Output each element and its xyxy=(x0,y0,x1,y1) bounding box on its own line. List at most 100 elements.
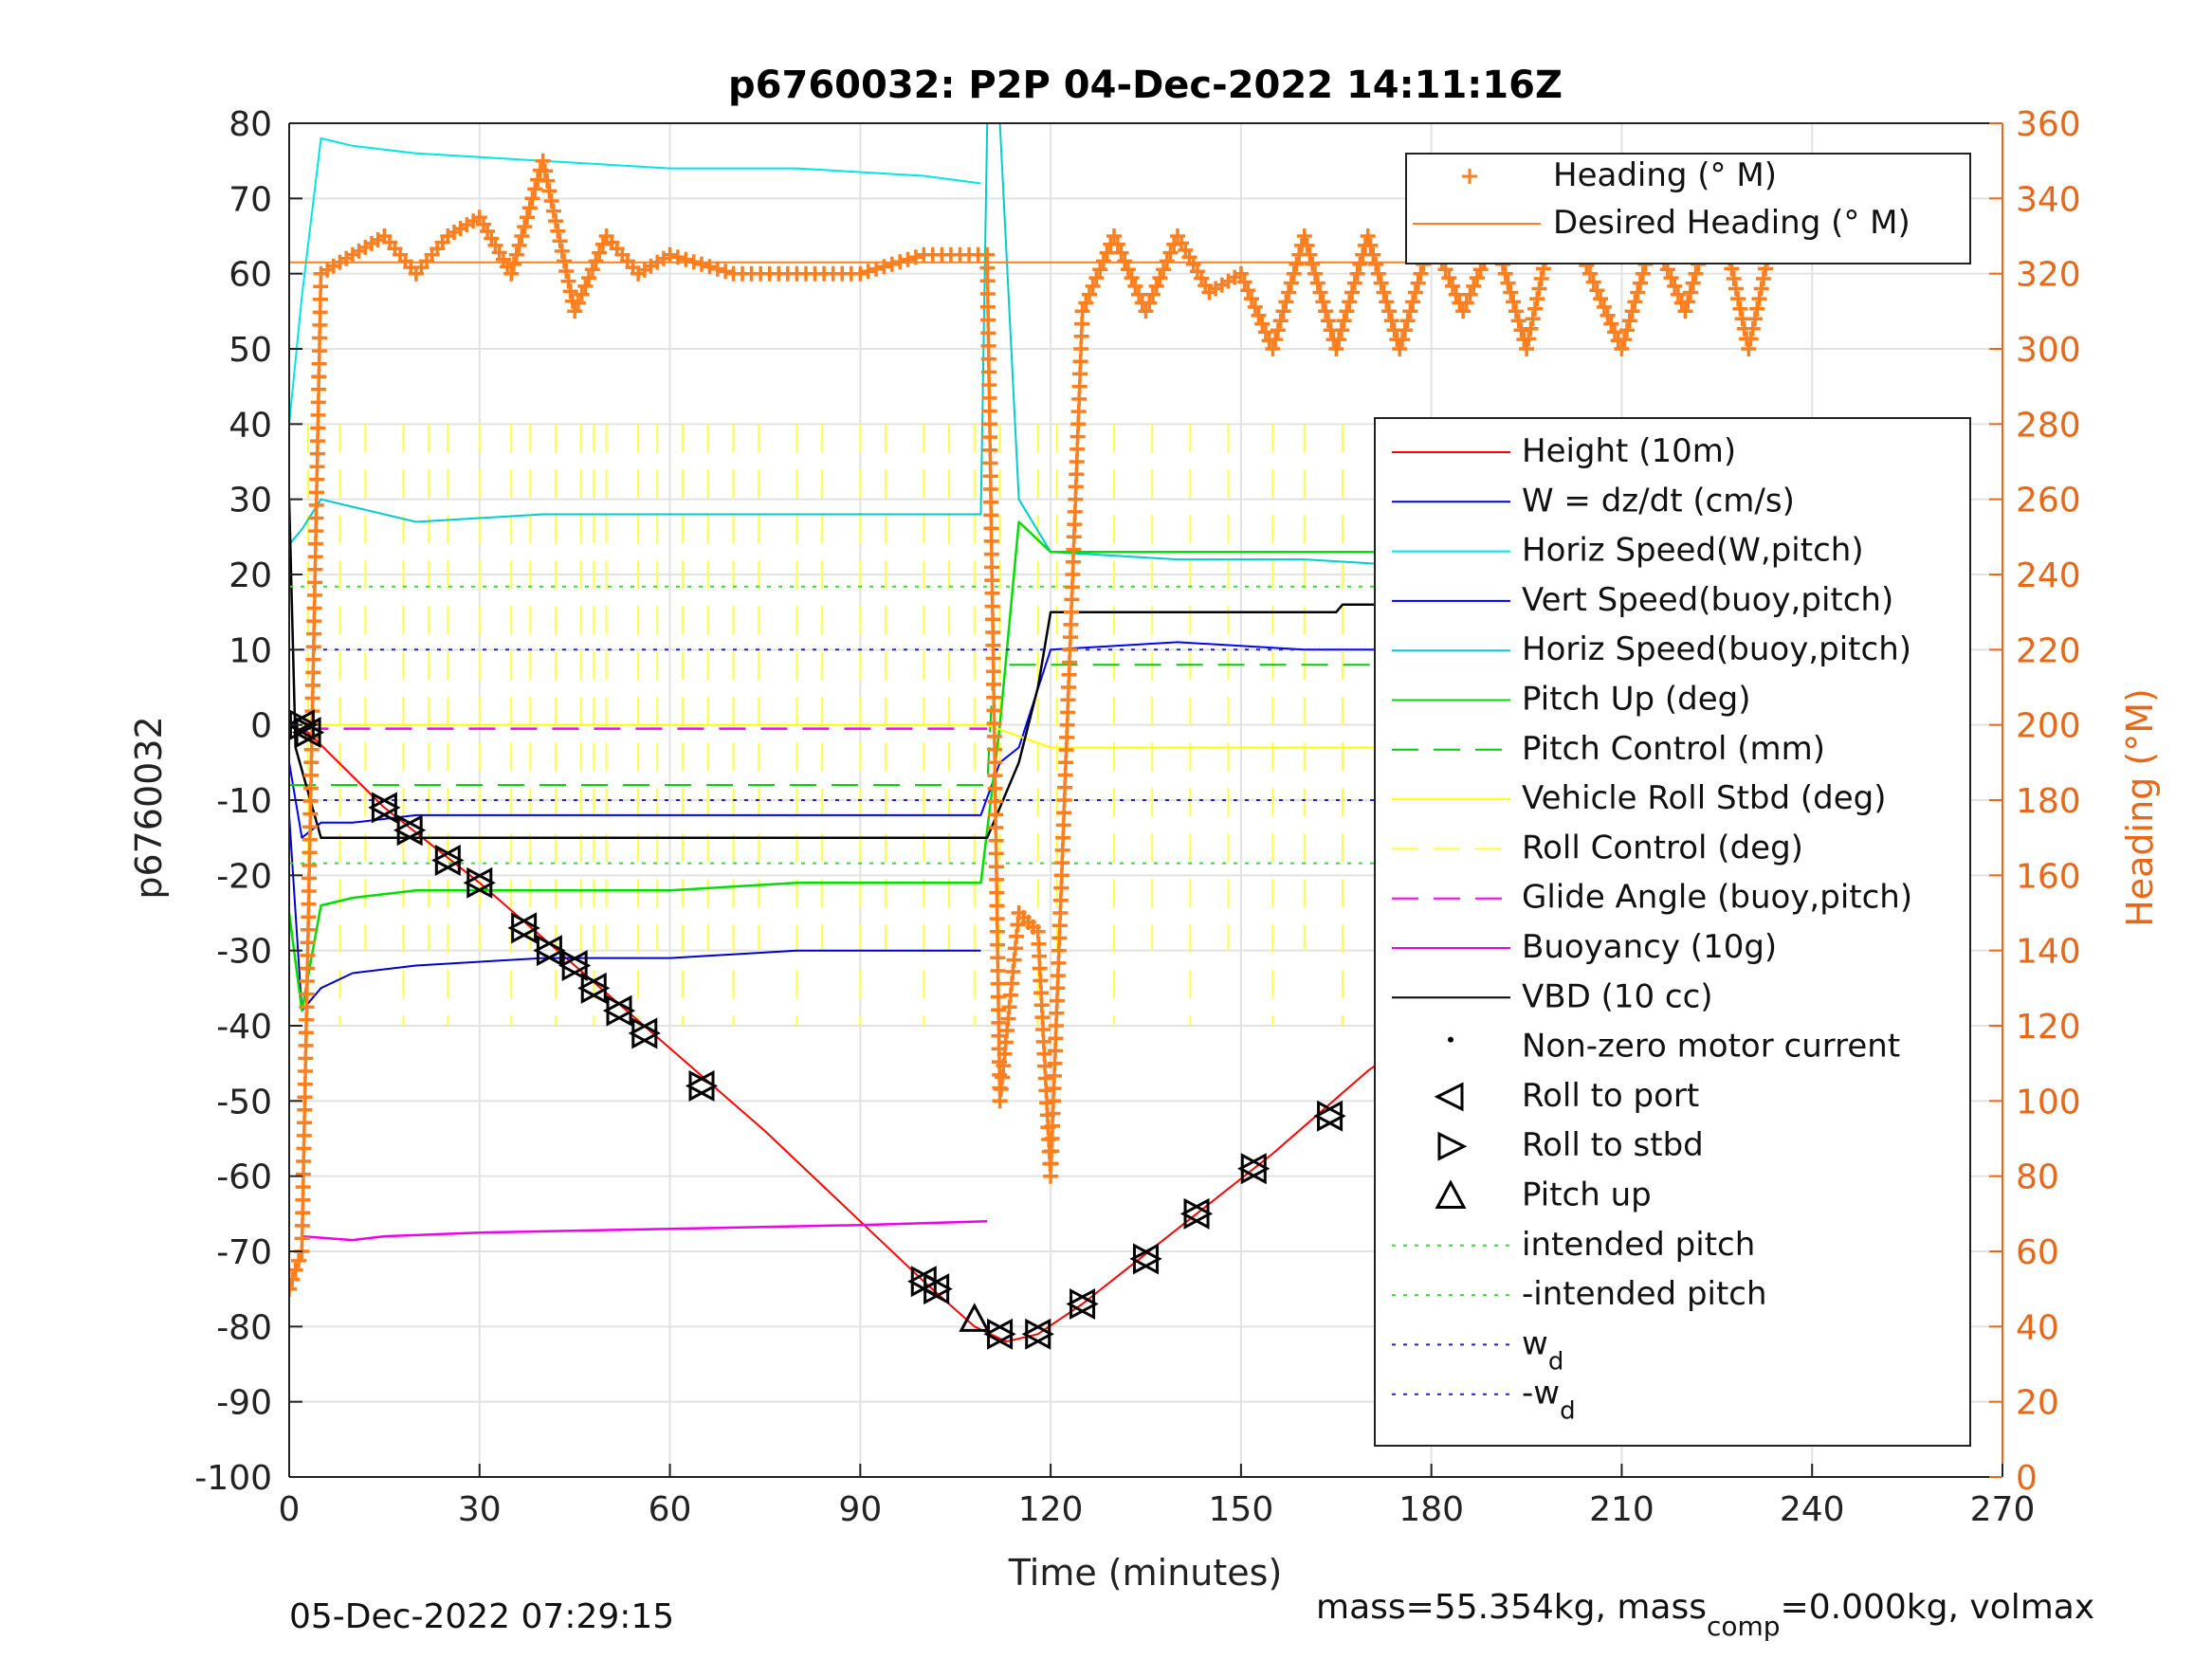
heading-point-472 xyxy=(1397,322,1413,338)
heading-point-553 xyxy=(1635,265,1651,282)
legend-entry-text-8: Roll Control (deg) xyxy=(1522,829,1803,866)
heading-point-463 xyxy=(1373,275,1389,291)
legend-entry-sub-18: d xyxy=(1548,1347,1564,1376)
heading-point-147 xyxy=(584,262,600,278)
heading-point-21 xyxy=(298,1025,314,1041)
y-tick-label-17: 70 xyxy=(229,180,272,219)
heading-point-49 xyxy=(305,665,321,681)
heading-point-513 xyxy=(1521,331,1537,347)
heading-point-219 xyxy=(983,507,999,523)
heading-point-127 xyxy=(535,153,551,169)
heading-point-541 xyxy=(1600,307,1616,323)
heading-point-117 xyxy=(508,246,524,263)
heading-point-258 xyxy=(991,1014,1007,1030)
heading-point-164 xyxy=(678,251,694,267)
heading-point-388 xyxy=(1127,278,1143,294)
heading-point-458 xyxy=(1360,228,1376,244)
heading-point-385 xyxy=(1117,253,1133,269)
heading-point-488 xyxy=(1445,278,1460,294)
roll-port-marker-20 xyxy=(1237,1153,1267,1185)
legend-entry-text-9: Glide Angle (buoy,pitch) xyxy=(1522,879,1912,917)
heading-point-33 xyxy=(302,870,317,886)
heading-point-60 xyxy=(308,523,324,539)
legend-heading: Heading (° M) Desired Heading (° M) xyxy=(1405,153,1971,264)
heading-point-72 xyxy=(311,369,327,385)
heading-point-386 xyxy=(1120,262,1136,278)
heading-point-128 xyxy=(537,163,553,179)
heading-point-477 xyxy=(1410,275,1426,291)
y-right-tick-label-2: 40 xyxy=(2016,1308,2059,1347)
heading-point-418 xyxy=(1251,307,1267,323)
heading-point-10 xyxy=(296,1166,311,1182)
legend-entry-text-18: w xyxy=(1522,1324,1548,1362)
y-tick-label-16: 60 xyxy=(229,256,272,295)
heading-point-441 xyxy=(1315,294,1331,310)
heading-point-140 xyxy=(562,283,578,300)
x-tick-label-4: 120 xyxy=(1018,1490,1084,1529)
heading-point-67 xyxy=(310,433,325,449)
heading-point-552 xyxy=(1633,275,1648,291)
legend-entry-12: Non-zero motor current xyxy=(1522,1028,1900,1066)
heading-point-414 xyxy=(1236,274,1252,290)
y-axis-label: p6760032 xyxy=(128,716,170,899)
heading-point-62 xyxy=(308,497,324,513)
legend-swatch-13 xyxy=(1434,1082,1464,1112)
heading-point-248 xyxy=(989,884,1005,901)
x-tick-label-6: 180 xyxy=(1398,1490,1464,1529)
heading-point-420 xyxy=(1257,324,1273,340)
heading-point-162 xyxy=(662,246,678,263)
legend-entry-18: wd xyxy=(1522,1324,1563,1376)
heading-point-50 xyxy=(305,651,321,667)
heading-point-254 xyxy=(990,963,1006,978)
heading-point-15 xyxy=(297,1102,313,1118)
heading-point-148 xyxy=(588,253,604,269)
heading-point-51 xyxy=(305,639,321,655)
y-right-tick-label-8: 160 xyxy=(2016,857,2081,896)
heading-point-138 xyxy=(558,264,575,279)
legend-entry-sub-19: d xyxy=(1560,1397,1576,1426)
heading-point-391 xyxy=(1138,303,1154,319)
heading-point-436 xyxy=(1302,246,1318,263)
heading-point-227 xyxy=(985,611,1000,628)
heading-point-443 xyxy=(1320,313,1336,329)
heading-point-427 xyxy=(1278,294,1294,310)
heading-point-378 xyxy=(1092,262,1108,278)
legend-entry-text-14: Roll to stbd xyxy=(1522,1126,1704,1164)
heading-point-426 xyxy=(1275,303,1291,319)
heading-point-512 xyxy=(1519,341,1535,356)
heading-point-428 xyxy=(1281,284,1297,301)
heading-point-548 xyxy=(1621,313,1637,329)
heading-point-425 xyxy=(1272,313,1289,329)
y-tick-label-5: -50 xyxy=(216,1083,272,1121)
legend-entry-0: Height (10m) xyxy=(1522,432,1736,470)
heading-point-442 xyxy=(1318,303,1334,319)
y-right-tick-label-1: 20 xyxy=(2016,1384,2059,1423)
heading-point-211 xyxy=(981,403,997,419)
x-tick-label-1: 30 xyxy=(458,1490,502,1529)
heading-point-223 xyxy=(984,559,1000,575)
legend-heading-entry-0: Heading (° M) xyxy=(1553,156,1777,194)
heading-point-595 xyxy=(1745,320,1761,337)
legend-main-box xyxy=(1374,417,1971,1447)
y-right-tick-label-15: 300 xyxy=(2016,331,2081,370)
heading-point-567 xyxy=(1680,294,1696,310)
heading-point-455 xyxy=(1352,256,1368,272)
heading-point-380 xyxy=(1099,245,1115,261)
heading-point-188 xyxy=(884,256,900,272)
heading-point-229 xyxy=(985,637,1001,653)
heading-point-568 xyxy=(1682,284,1698,301)
y-tick-label-0: -100 xyxy=(194,1459,272,1498)
legend-entry-10: Buoyancy (10g) xyxy=(1522,928,1777,966)
heading-point-255 xyxy=(990,975,1006,992)
y-tick-label-2: -80 xyxy=(216,1308,272,1347)
heading-point-226 xyxy=(984,598,1000,614)
heading-point-63 xyxy=(309,484,324,501)
heading-point-597 xyxy=(1749,301,1765,317)
heading-point-419 xyxy=(1254,316,1271,332)
heading-point-68 xyxy=(310,420,326,436)
heading-point-230 xyxy=(985,650,1001,666)
heading-point-136 xyxy=(554,243,570,259)
footer-mass: mass=55.354kg, masscomp=0.000kg, volmax xyxy=(1316,1588,2094,1642)
heading-point-460 xyxy=(1365,246,1381,263)
x-tick-label-3: 90 xyxy=(838,1490,882,1529)
